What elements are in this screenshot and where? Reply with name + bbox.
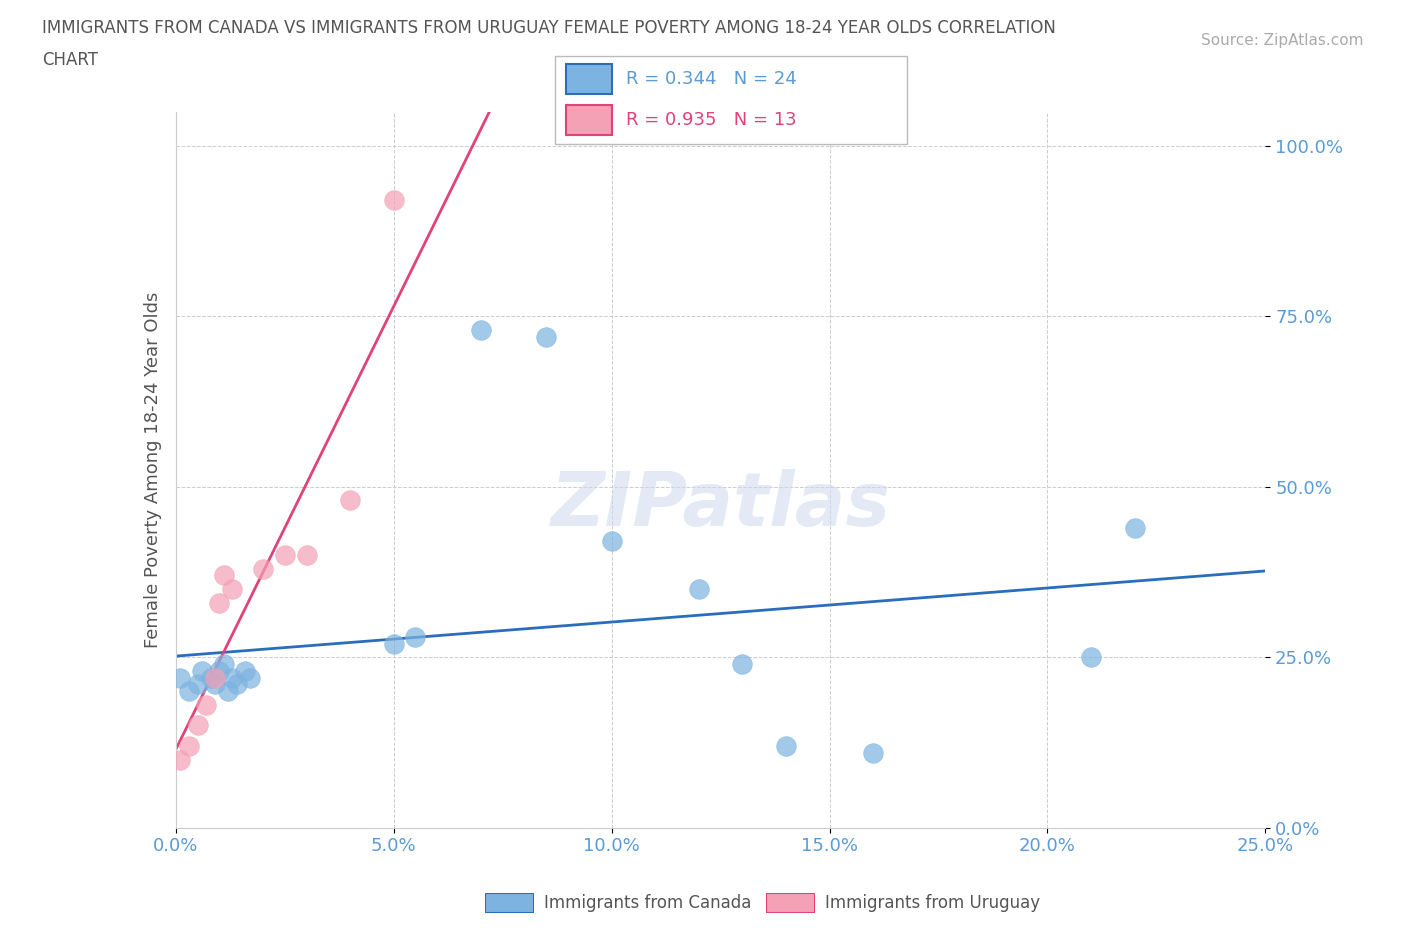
Point	[186, 677, 209, 692]
Point	[534, 329, 557, 344]
Point	[235, 663, 257, 678]
Text: Immigrants from Uruguay: Immigrants from Uruguay	[825, 894, 1040, 912]
Point	[204, 671, 226, 685]
Point	[295, 548, 318, 563]
Text: IMMIGRANTS FROM CANADA VS IMMIGRANTS FROM URUGUAY FEMALE POVERTY AMONG 18-24 YEA: IMMIGRANTS FROM CANADA VS IMMIGRANTS FRO…	[42, 19, 1056, 36]
Point	[221, 671, 243, 685]
Point	[169, 671, 191, 685]
Point	[470, 323, 492, 338]
Point	[221, 581, 243, 596]
Text: Source: ZipAtlas.com: Source: ZipAtlas.com	[1201, 33, 1364, 47]
Point	[339, 493, 361, 508]
Point	[775, 738, 797, 753]
Point	[208, 663, 231, 678]
Point	[731, 657, 754, 671]
Point	[212, 568, 235, 583]
Text: CHART: CHART	[42, 51, 98, 69]
Point	[274, 548, 297, 563]
Point	[382, 193, 405, 207]
Point	[208, 595, 231, 610]
Bar	[565, 105, 612, 136]
Point	[600, 534, 623, 549]
Point	[688, 581, 710, 596]
Point	[204, 677, 226, 692]
Point	[382, 636, 405, 651]
Point	[239, 671, 262, 685]
Point	[225, 677, 247, 692]
Text: R = 0.935   N = 13: R = 0.935 N = 13	[626, 112, 796, 129]
Point	[217, 684, 239, 698]
Point	[252, 561, 274, 576]
Y-axis label: Female Poverty Among 18-24 Year Olds: Female Poverty Among 18-24 Year Olds	[143, 291, 162, 648]
Point	[200, 671, 222, 685]
Point	[862, 745, 884, 760]
Point	[212, 657, 235, 671]
Text: ZIPatlas: ZIPatlas	[551, 469, 890, 542]
Point	[1123, 520, 1146, 535]
Point	[1080, 650, 1102, 665]
Point	[169, 752, 191, 767]
Point	[177, 684, 200, 698]
Point	[195, 698, 218, 712]
Point	[177, 738, 200, 753]
Bar	[565, 64, 612, 94]
Point	[191, 663, 214, 678]
Text: Immigrants from Canada: Immigrants from Canada	[544, 894, 751, 912]
Point	[186, 718, 209, 733]
Text: R = 0.344   N = 24: R = 0.344 N = 24	[626, 70, 796, 87]
Point	[405, 630, 427, 644]
